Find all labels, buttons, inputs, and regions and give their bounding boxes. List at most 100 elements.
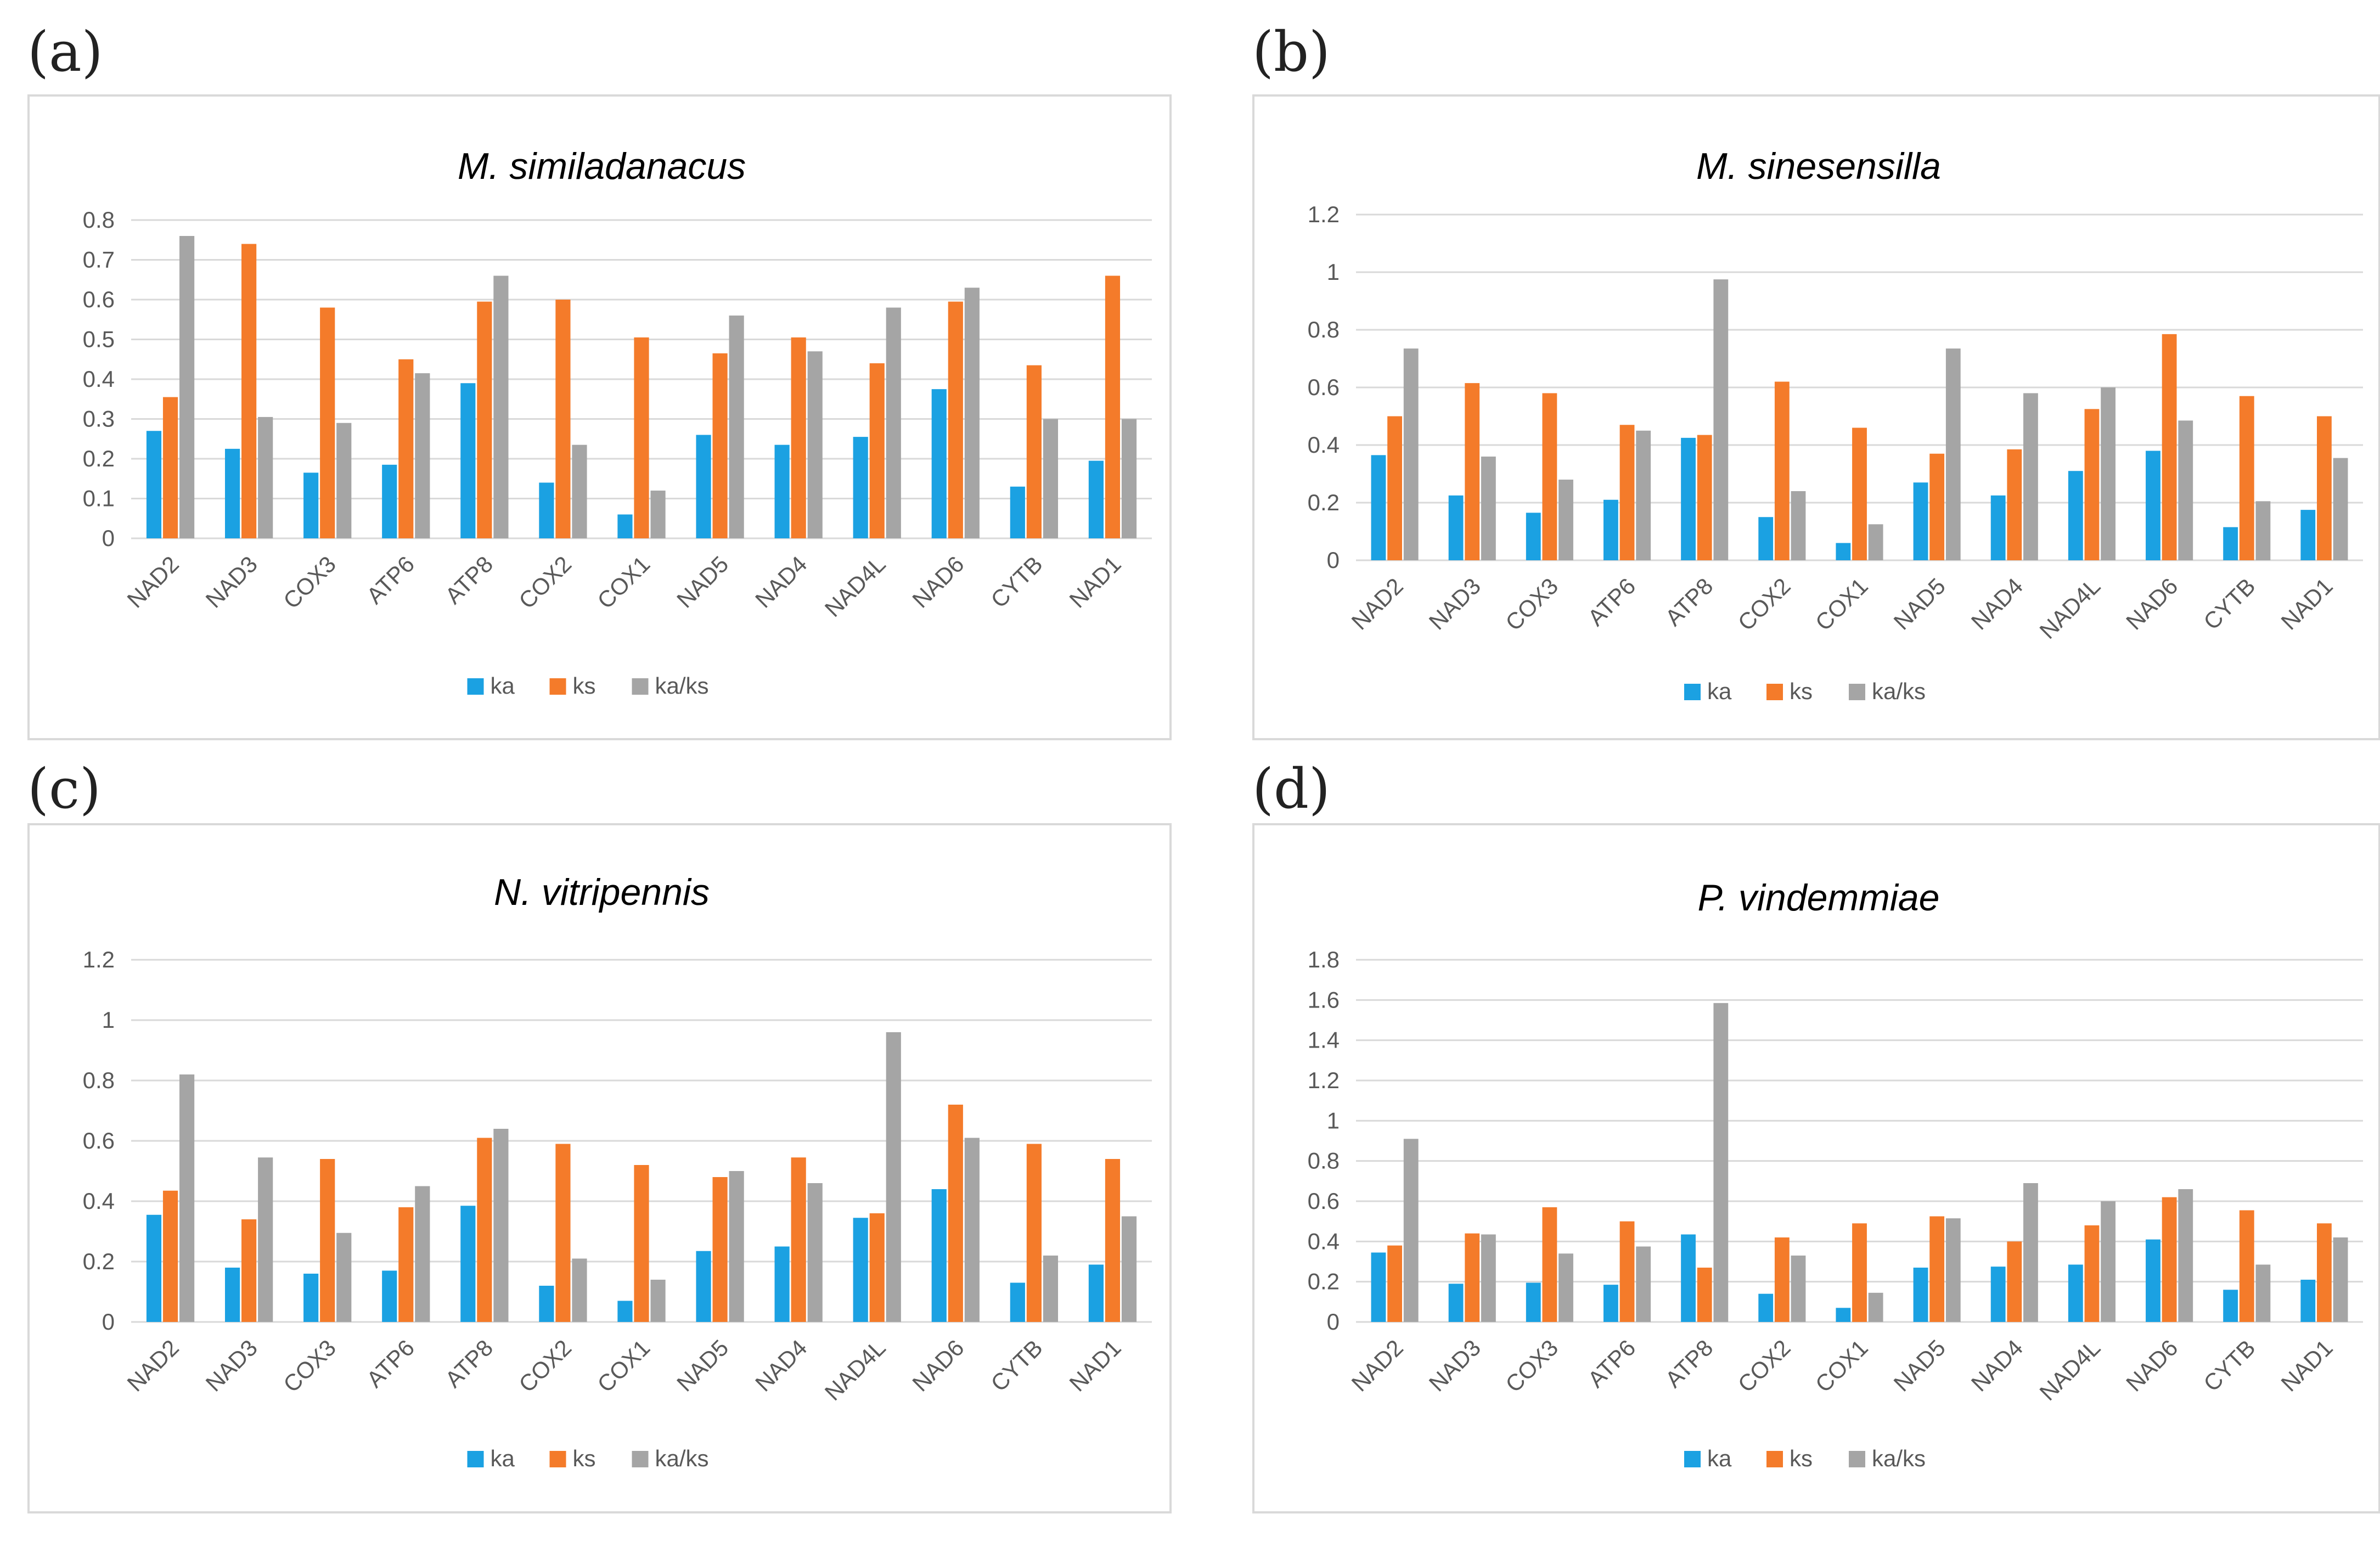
bar-ka-ks-nad3 (1481, 457, 1496, 560)
x-tick-label: NAD4L (2034, 573, 2105, 644)
bar-ka-ks-nad4l (2101, 387, 2116, 560)
bar-ka-nad4l (853, 437, 868, 538)
bar-ka-ks-nad6 (2178, 1189, 2193, 1322)
panel-label-a: (a) (27, 20, 103, 84)
x-tick-label: COX3 (1500, 1335, 1563, 1397)
x-tick-label: NAD2 (122, 551, 183, 612)
legend-label-ka: ka (1707, 1445, 1732, 1471)
bar-ka-cox3 (303, 472, 319, 538)
y-tick-label: 1.6 (1308, 987, 1340, 1012)
bar-ka-ks-cytb (2255, 501, 2271, 560)
x-tick-label: NAD1 (1064, 551, 1126, 612)
bar-ka-ks-atp8 (1713, 279, 1729, 560)
bar-ka-nad4 (1990, 495, 2006, 560)
y-tick-label: 1.2 (1308, 1067, 1340, 1093)
legend-swatch-ka (467, 678, 484, 695)
x-tick-label: NAD5 (672, 1335, 733, 1396)
bar-ka-nad6 (931, 389, 947, 538)
legend-label-ka-ks: ka/ks (1872, 678, 1926, 704)
bar-ka-nad3 (224, 448, 240, 538)
x-tick-label: NAD2 (1346, 1335, 1408, 1396)
bar-ka-cox3 (303, 1274, 319, 1322)
bar-ka-ks-nad1 (2333, 1237, 2348, 1322)
x-tick-label: COX1 (1810, 573, 1873, 635)
bar-ka-ks-nad5 (1945, 348, 1961, 560)
x-tick-label: NAD1 (2276, 573, 2337, 634)
bar-ka-nad5 (1913, 1268, 1928, 1322)
bar-ks-atp6 (398, 359, 414, 538)
bar-ks-nad6 (948, 301, 963, 538)
bar-ks-nad2 (1387, 1245, 1402, 1322)
panel-label-c: (c) (27, 757, 102, 821)
legend-swatch-ks (1766, 684, 1783, 700)
bar-ka-ks-atp8 (493, 275, 509, 538)
bar-ks-nad6 (2162, 1197, 2177, 1322)
legend-swatch-ks (549, 1451, 566, 1467)
bar-ka-nad6 (2146, 1239, 2160, 1322)
bar-ks-nad3 (1465, 383, 1480, 560)
bar-ka-ks-atp6 (1636, 430, 1651, 560)
bar-ka-ks-nad4l (886, 1032, 901, 1322)
bar-ka-nad4 (774, 1246, 790, 1322)
x-tick-label: ATP6 (1583, 573, 1640, 631)
legend-label-ks: ks (1790, 1445, 1813, 1471)
bar-ka-nad4l (2068, 1264, 2083, 1322)
x-tick-label: NAD3 (201, 1335, 262, 1396)
x-tick-label: NAD4L (2034, 1335, 2105, 1405)
bar-ks-nad4 (2007, 1241, 2022, 1322)
bar-ka-nad2 (1371, 1252, 1386, 1322)
bar-ks-atp8 (477, 301, 492, 538)
x-tick-label: COX3 (278, 1335, 341, 1397)
x-tick-label: CYTB (2198, 1335, 2260, 1396)
legend-label-ka: ka (491, 673, 515, 699)
bar-ks-atp8 (477, 1138, 492, 1322)
bar-ka-ks-nad4l (2101, 1201, 2116, 1322)
bar-ka-ks-cytb (1043, 419, 1059, 538)
bar-ka-ks-nad1 (2333, 458, 2348, 560)
x-tick-label: COX2 (514, 551, 576, 614)
x-tick-label: NAD6 (907, 551, 969, 612)
bar-ka-nad2 (146, 431, 162, 538)
chart-svg: P. vindemmiae 0 0.2 0.4 0.6 0.8 1 1.2 1.4 1.6 1.8 N… (1308, 877, 2363, 1471)
bar-ka-ks-atp6 (415, 373, 430, 538)
y-tick-label: 0.2 (1308, 489, 1340, 515)
legend-swatch-ks (549, 678, 566, 695)
bar-ka-nad1 (2300, 1280, 2316, 1322)
y-tick-label: 0 (102, 1309, 115, 1335)
x-tick-label: NAD4 (1966, 573, 2028, 634)
bar-ka-ks-nad2 (179, 1074, 195, 1322)
bar-ks-cox3 (320, 1159, 335, 1322)
y-tick-label: 0.6 (83, 286, 115, 312)
chart-svg: M. sinesensilla 0 0.2 0.4 0.6 0.8 1 1.2 NAD2 NAD3… (1308, 145, 2363, 704)
bar-ka-ks-cox1 (1868, 524, 1883, 560)
bar-ks-cox1 (1852, 1223, 1867, 1322)
bar-ks-cox1 (634, 337, 649, 538)
x-tick-label: NAD1 (2276, 1335, 2337, 1396)
bar-ka-ks-atp6 (415, 1186, 430, 1322)
bar-ka-ks-atp8 (493, 1129, 509, 1322)
x-tick-label: ATP6 (362, 551, 419, 609)
bar-ka-atp8 (1681, 1234, 1696, 1322)
y-tick-label: 0.8 (1308, 1148, 1340, 1174)
y-tick-label: 0.8 (1308, 317, 1340, 342)
x-tick-label: NAD4 (750, 551, 812, 612)
bar-ka-nad2 (1371, 455, 1386, 560)
bar-ka-ks-cox1 (650, 1280, 666, 1322)
y-tick-label: 0.3 (83, 406, 115, 432)
x-tick-label: NAD6 (907, 1335, 969, 1396)
bar-ka-nad6 (2146, 451, 2160, 560)
bar-ks-nad4l (2084, 1225, 2100, 1322)
x-tick-label: ATP6 (362, 1335, 419, 1392)
legend-label-ka-ks: ka/ks (655, 1445, 709, 1471)
bar-ks-cox2 (555, 300, 571, 538)
bar-ka-cytb (1010, 1282, 1025, 1322)
x-tick-label: ATP8 (440, 551, 498, 609)
y-tick-label: 1 (1327, 1107, 1340, 1133)
bar-ks-nad4 (2007, 449, 2022, 560)
y-tick-label: 0.6 (1308, 1188, 1340, 1214)
bar-ka-ks-cox3 (1558, 1253, 1573, 1322)
bar-ka-ks-nad6 (964, 1138, 980, 1322)
bar-ks-atp6 (1619, 1221, 1635, 1322)
y-tick-label: 0.2 (83, 446, 115, 471)
chart-panel-c: N. vitripennis 0 0.2 0.4 0.6 0.8 1 1.2 NAD2 NAD3 C… (27, 823, 1172, 1513)
